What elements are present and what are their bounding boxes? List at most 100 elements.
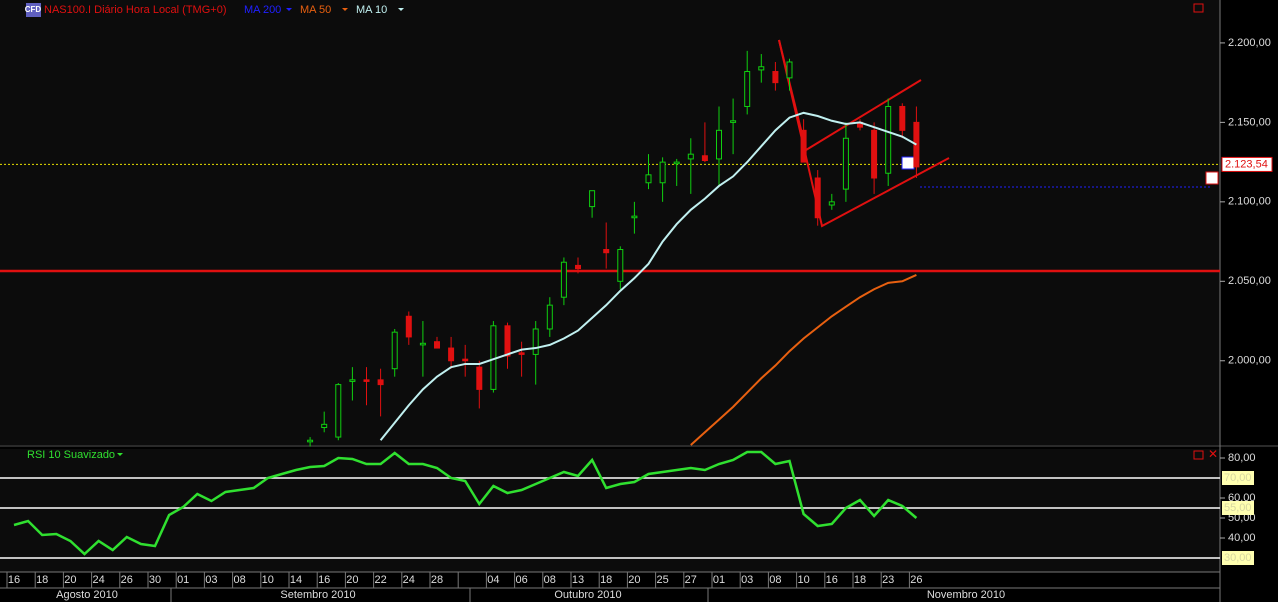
legend-dropdown bbox=[342, 8, 348, 11]
rsi-panel bbox=[0, 449, 1220, 572]
series-line bbox=[379, 111, 917, 441]
level-label-box bbox=[1222, 471, 1254, 485]
y-tick-label: 2.150,00 bbox=[1228, 116, 1271, 128]
candle-body bbox=[349, 379, 356, 382]
x-tick-label: 16 bbox=[8, 574, 20, 586]
x-tick-label: 03 bbox=[205, 574, 217, 586]
x-tick-label: 01 bbox=[713, 574, 725, 586]
candle-body bbox=[828, 201, 835, 206]
y-tick-label: 2.100,00 bbox=[1228, 196, 1271, 208]
x-tick-label: 10 bbox=[797, 574, 809, 586]
candle-body bbox=[589, 190, 596, 208]
x-tick-label: 24 bbox=[92, 574, 104, 586]
y-tick-label: 40,00 bbox=[1228, 532, 1256, 544]
candle-body bbox=[391, 331, 398, 370]
candle-body bbox=[419, 342, 426, 346]
legend-entry: MA 50 bbox=[300, 4, 331, 16]
x-tick-label: 01 bbox=[177, 574, 189, 586]
level-label-box bbox=[1222, 551, 1254, 565]
candle-body bbox=[532, 328, 539, 355]
level-label: 30,00 bbox=[1224, 552, 1252, 564]
candle-body bbox=[546, 304, 553, 330]
trend-line bbox=[805, 79, 922, 151]
candle-body bbox=[307, 439, 314, 443]
order-marker[interactable] bbox=[1205, 171, 1219, 185]
maximize-icon[interactable] bbox=[1193, 450, 1204, 460]
x-tick-label: 18 bbox=[600, 574, 612, 586]
x-tick-label: 08 bbox=[233, 574, 245, 586]
candle-body bbox=[321, 423, 328, 429]
candle-body bbox=[673, 161, 680, 165]
x-tick-label: 30 bbox=[149, 574, 161, 586]
candle-body bbox=[716, 129, 722, 160]
y-tick-label: 2.050,00 bbox=[1228, 275, 1271, 287]
candle-body bbox=[518, 352, 525, 355]
order-marker[interactable] bbox=[901, 156, 915, 170]
x-tick-label: 22 bbox=[374, 574, 386, 586]
candle-body bbox=[335, 384, 342, 438]
x-tick-label: 20 bbox=[346, 574, 358, 586]
candle-body bbox=[701, 155, 708, 162]
x-tick-label: 20 bbox=[64, 574, 76, 586]
candle-body bbox=[363, 379, 370, 382]
x-tick-label: 08 bbox=[544, 574, 556, 586]
close-icon[interactable]: ✕ bbox=[1208, 447, 1218, 461]
x-tick-label: 25 bbox=[656, 574, 668, 586]
x-tick-label: 16 bbox=[318, 574, 330, 586]
legend-entry: MA 200 bbox=[244, 4, 281, 16]
x-tick-label: 13 bbox=[572, 574, 584, 586]
logo[interactable] bbox=[26, 3, 41, 17]
x-tick-label: 10 bbox=[262, 574, 274, 586]
y-tick-label: 2.000,00 bbox=[1228, 355, 1271, 367]
price-panel bbox=[0, 0, 1220, 445]
candle-body bbox=[377, 379, 384, 386]
x-tick-label: 20 bbox=[628, 574, 640, 586]
x-tick-label: 26 bbox=[121, 574, 133, 586]
x-tick-label: 14 bbox=[290, 574, 302, 586]
candle-body bbox=[814, 177, 821, 219]
candle-body bbox=[645, 174, 652, 184]
series-line bbox=[13, 450, 918, 556]
x-tick-label: 16 bbox=[826, 574, 838, 586]
x-tick-label: 26 bbox=[910, 574, 922, 586]
title-dropdown bbox=[117, 453, 123, 456]
candle-body bbox=[617, 249, 624, 282]
candle-body bbox=[842, 137, 849, 190]
x-tick-label: 24 bbox=[403, 574, 415, 586]
candle-body bbox=[448, 347, 455, 362]
candle-body bbox=[476, 366, 483, 390]
chart-title: NAS100.I Diário Hora Local (TMG+0) bbox=[44, 4, 226, 16]
candle-body bbox=[885, 105, 892, 174]
maximize-icon[interactable] bbox=[1193, 3, 1204, 13]
x-tick-label: 23 bbox=[882, 574, 894, 586]
candle-body bbox=[504, 325, 511, 357]
legend-dropdown bbox=[398, 8, 404, 11]
candle-body bbox=[744, 71, 751, 107]
panel-title: RSI 10 Suavizado bbox=[27, 449, 115, 461]
y-tick-label: 60,00 bbox=[1228, 492, 1256, 504]
price-label-box bbox=[1221, 156, 1273, 172]
month-label: Outubro 2010 bbox=[554, 589, 621, 601]
candle-body bbox=[758, 66, 765, 71]
candle-body bbox=[659, 161, 666, 184]
candle-body bbox=[730, 120, 737, 123]
x-tick-label: 18 bbox=[36, 574, 48, 586]
candle-body bbox=[786, 61, 793, 79]
x-tick-label: 04 bbox=[487, 574, 499, 586]
candle-body bbox=[405, 315, 412, 338]
candle-body bbox=[575, 264, 581, 270]
x-tick-label: 28 bbox=[431, 574, 443, 586]
candle-body bbox=[434, 341, 440, 349]
candle-body bbox=[462, 358, 469, 362]
x-tick-label: 18 bbox=[854, 574, 866, 586]
candle-body bbox=[687, 153, 694, 160]
candle-body bbox=[899, 105, 906, 131]
candle-body bbox=[603, 249, 610, 254]
x-tick-label: 06 bbox=[515, 574, 527, 586]
x-tick-label: 27 bbox=[685, 574, 697, 586]
legend-entry: MA 10 bbox=[356, 4, 387, 16]
layer bbox=[0, 163, 1220, 559]
candle-body bbox=[772, 71, 779, 84]
candle-body bbox=[631, 215, 638, 219]
